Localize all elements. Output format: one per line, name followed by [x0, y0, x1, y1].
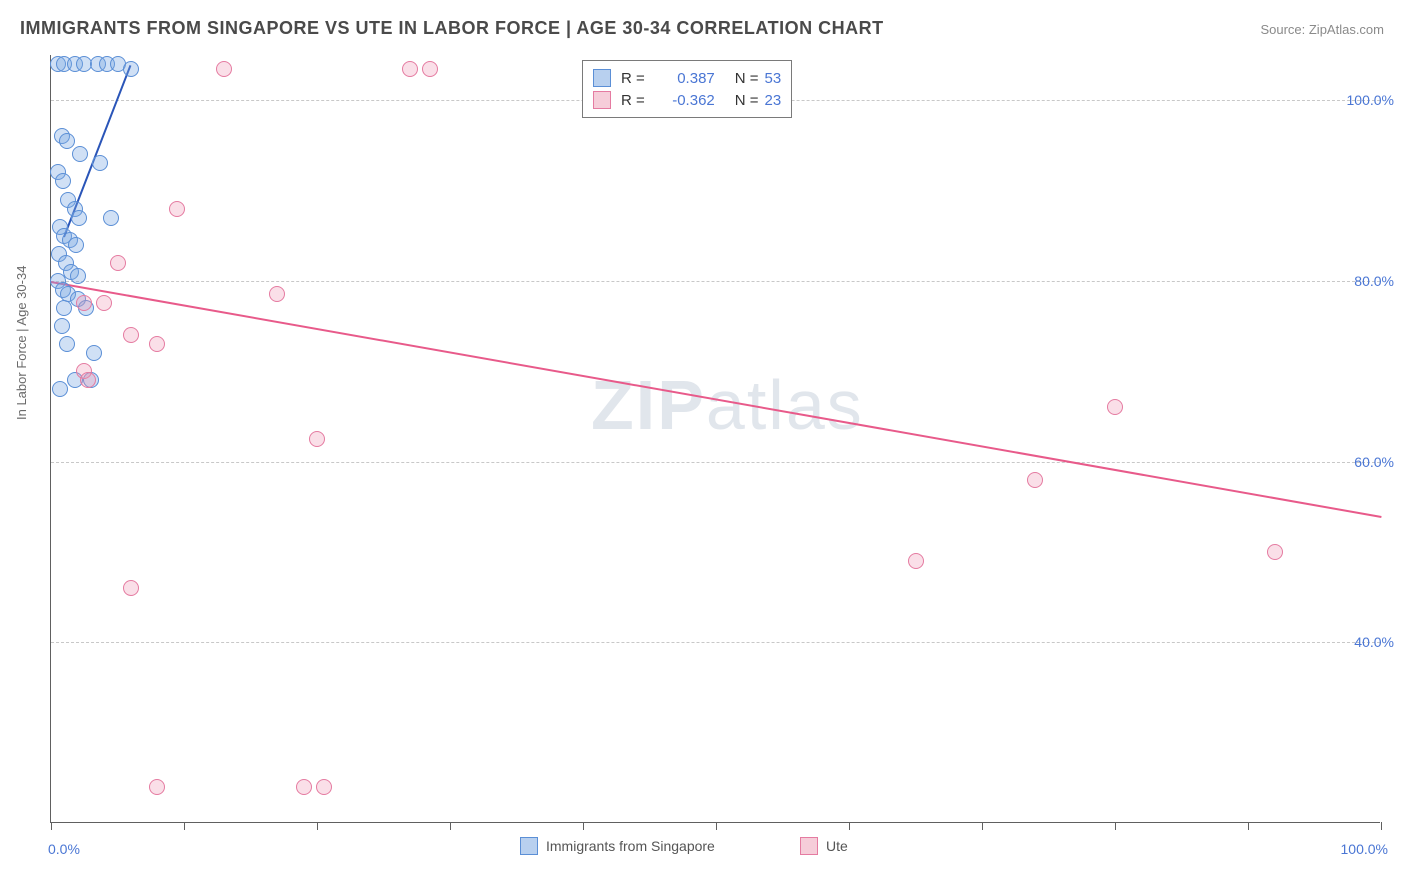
- x-max-label: 100.0%: [1341, 841, 1388, 857]
- x-tick: [849, 822, 850, 830]
- marker-ute: [169, 201, 185, 217]
- marker-singapore: [71, 210, 87, 226]
- r-value-singapore: 0.387: [651, 70, 715, 87]
- y-tick-label: 40.0%: [1354, 634, 1394, 650]
- watermark-bold: ZIP: [591, 366, 706, 444]
- marker-ute: [76, 295, 92, 311]
- marker-ute: [96, 295, 112, 311]
- marker-ute: [1027, 472, 1043, 488]
- marker-singapore: [72, 146, 88, 162]
- correlation-row-ute: R = -0.362 N = 23: [593, 89, 781, 111]
- marker-singapore: [70, 268, 86, 284]
- watermark: ZIPatlas: [591, 365, 864, 445]
- marker-singapore: [92, 155, 108, 171]
- y-tick-label: 100.0%: [1347, 92, 1394, 108]
- n-label: N =: [735, 92, 759, 109]
- y-tick-label: 60.0%: [1354, 454, 1394, 470]
- x-tick: [51, 822, 52, 830]
- x-tick: [184, 822, 185, 830]
- marker-singapore: [56, 300, 72, 316]
- correlation-row-singapore: R = 0.387 N = 53: [593, 67, 781, 89]
- r-label: R =: [621, 92, 645, 109]
- marker-singapore: [59, 336, 75, 352]
- series-label-singapore: Immigrants from Singapore: [546, 838, 715, 854]
- marker-ute: [422, 61, 438, 77]
- legend-swatch-ute: [593, 91, 611, 109]
- marker-ute: [123, 580, 139, 596]
- x-tick: [1115, 822, 1116, 830]
- marker-singapore: [68, 237, 84, 253]
- r-value-ute: -0.362: [651, 92, 715, 109]
- x-tick: [716, 822, 717, 830]
- plot-area: ZIPatlas: [50, 55, 1380, 823]
- marker-singapore: [54, 318, 70, 334]
- marker-ute: [908, 553, 924, 569]
- source-attribution: Source: ZipAtlas.com: [1260, 22, 1384, 37]
- marker-ute: [110, 255, 126, 271]
- marker-ute: [269, 286, 285, 302]
- marker-singapore: [103, 210, 119, 226]
- y-axis-label: In Labor Force | Age 30-34: [14, 266, 29, 420]
- legend-swatch-ute: [800, 837, 818, 855]
- source-value: ZipAtlas.com: [1309, 22, 1384, 37]
- marker-singapore: [123, 61, 139, 77]
- marker-singapore: [55, 173, 71, 189]
- correlation-legend: R = 0.387 N = 53 R = -0.362 N = 23: [582, 60, 792, 118]
- x-tick: [317, 822, 318, 830]
- trend-line-ute: [51, 281, 1381, 518]
- x-min-label: 0.0%: [48, 841, 80, 857]
- x-tick: [583, 822, 584, 830]
- marker-ute: [149, 336, 165, 352]
- n-value-ute: 23: [765, 92, 782, 109]
- marker-ute: [1107, 399, 1123, 415]
- marker-ute: [309, 431, 325, 447]
- legend-swatch-singapore: [520, 837, 538, 855]
- x-tick: [1381, 822, 1382, 830]
- series-legend-singapore: Immigrants from Singapore: [520, 837, 715, 855]
- watermark-rest: atlas: [706, 366, 864, 444]
- y-tick-label: 80.0%: [1354, 273, 1394, 289]
- marker-ute: [216, 61, 232, 77]
- legend-swatch-singapore: [593, 69, 611, 87]
- marker-ute: [296, 779, 312, 795]
- marker-ute: [80, 372, 96, 388]
- series-legend-ute: Ute: [800, 837, 848, 855]
- marker-singapore: [52, 381, 68, 397]
- x-tick: [450, 822, 451, 830]
- chart-title: IMMIGRANTS FROM SINGAPORE VS UTE IN LABO…: [20, 18, 884, 39]
- gridline: [51, 642, 1380, 643]
- x-tick: [982, 822, 983, 830]
- marker-ute: [1267, 544, 1283, 560]
- r-label: R =: [621, 70, 645, 87]
- n-label: N =: [735, 70, 759, 87]
- x-tick: [1248, 822, 1249, 830]
- gridline: [51, 281, 1380, 282]
- n-value-singapore: 53: [765, 70, 782, 87]
- marker-ute: [402, 61, 418, 77]
- source-label: Source:: [1260, 22, 1308, 37]
- series-label-ute: Ute: [826, 838, 848, 854]
- marker-ute: [149, 779, 165, 795]
- gridline: [51, 462, 1380, 463]
- marker-singapore: [86, 345, 102, 361]
- marker-ute: [123, 327, 139, 343]
- chart-container: IMMIGRANTS FROM SINGAPORE VS UTE IN LABO…: [0, 0, 1406, 892]
- marker-singapore: [59, 133, 75, 149]
- marker-ute: [316, 779, 332, 795]
